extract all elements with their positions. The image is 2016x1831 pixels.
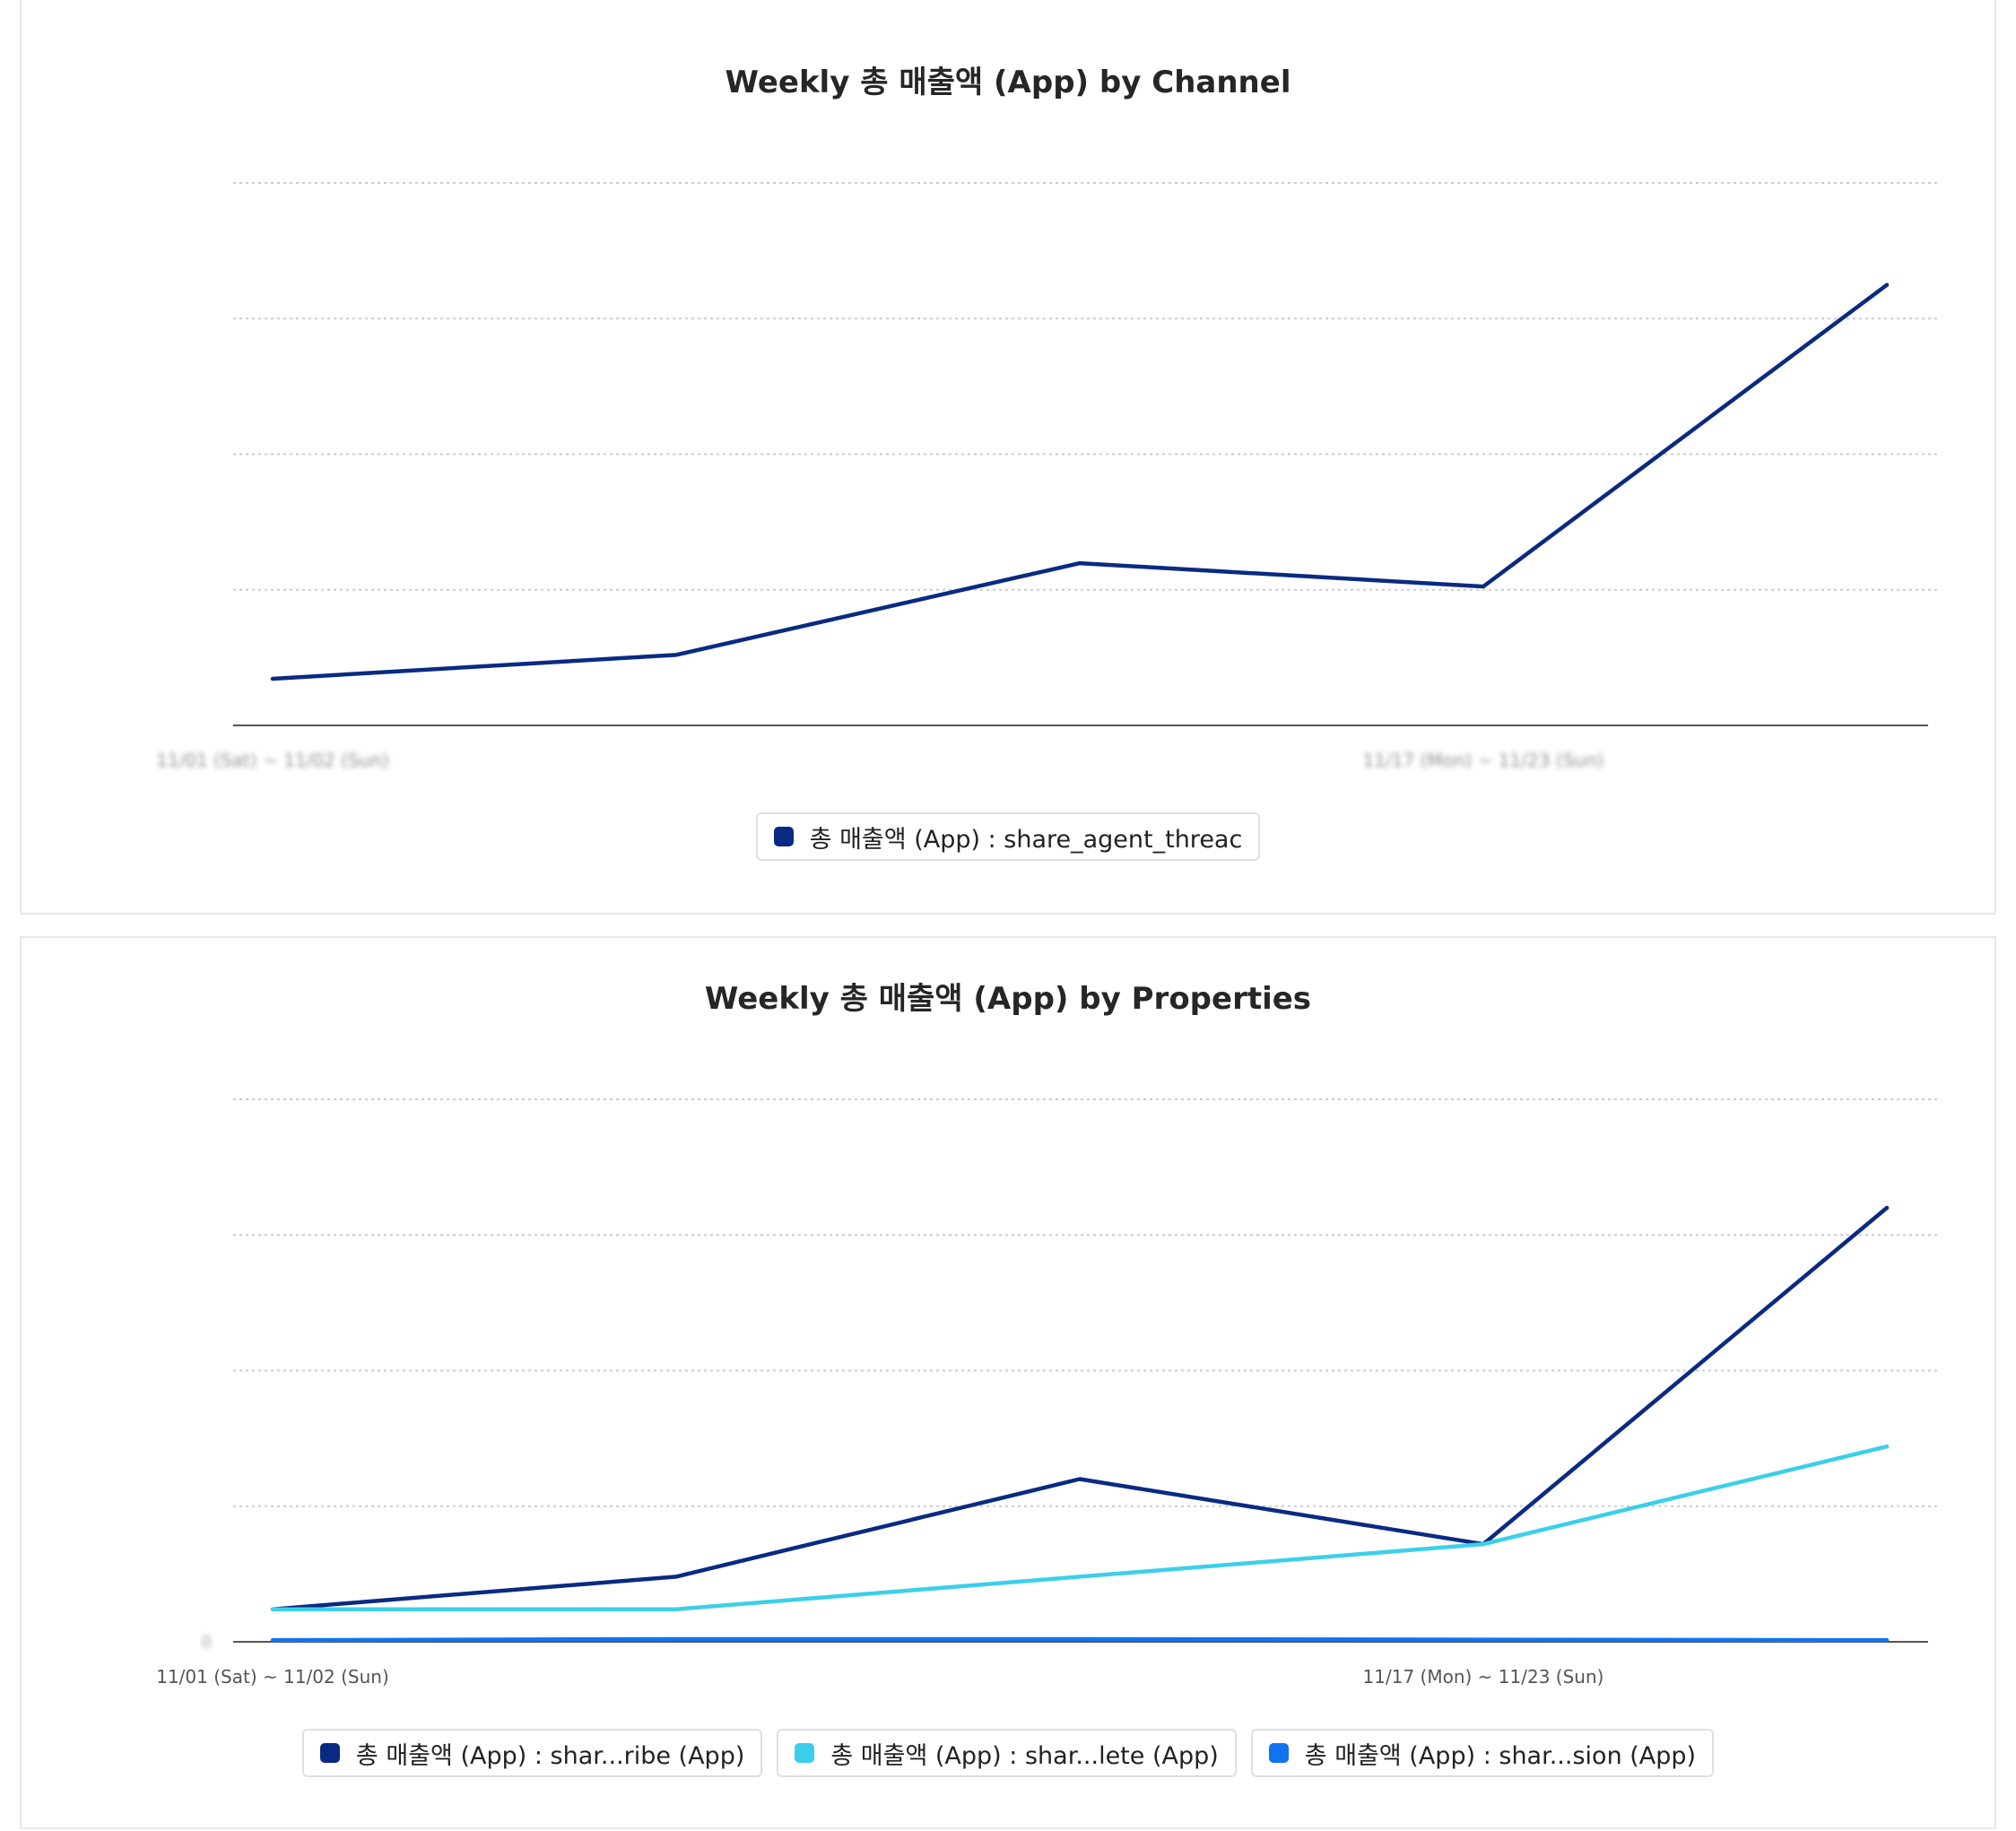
line-chart-channel: 11/01 (Sat) ~ 11/02 (Sun) 11/17 (Mon) ~ 1… [156, 182, 1937, 771]
legend-swatch [319, 1743, 340, 1763]
chart-legend: 총 매출액 (App) : shar...ribe (App) 총 매출액 (Ap… [22, 1729, 1994, 1777]
x-tick-label: 11/17 (Mon) ~ 11/23 (Sun) [1363, 1666, 1604, 1688]
chart-title: Weekly 총 매출액 (App) by Channel [725, 65, 1291, 100]
legend-label: 총 매출액 (App) : shar...lete (App) [830, 1741, 1219, 1770]
legend-swatch [773, 827, 794, 846]
legend-swatch [1268, 1743, 1289, 1763]
legend-label: 총 매출액 (App) : shar...sion (App) [1304, 1741, 1697, 1770]
legend-item[interactable]: 총 매출액 (App) : share_agent_threac [755, 812, 1261, 861]
legend-label: 총 매출액 (App) : shar...ribe (App) [355, 1741, 745, 1770]
legend-swatch [795, 1743, 815, 1763]
x-tick-label: 11/17 (Mon) ~ 11/23 (Sun) [1363, 750, 1604, 771]
series-line-1[interactable] [270, 282, 1890, 681]
series-line-3[interactable] [270, 1636, 1890, 1643]
y-tick-label: 0 [202, 1633, 212, 1652]
line-chart-properties: 0 11/01 (Sat) ~ 11/02 (Sun) 11/17 (Mon) ~ … [156, 1098, 1937, 1688]
legend-item[interactable]: 총 매출액 (App) : shar...sion (App) [1250, 1729, 1715, 1777]
series-line-1[interactable] [270, 1205, 1890, 1611]
legend-label: 총 매출액 (App) : share_agent_threac [809, 825, 1243, 854]
legend-item[interactable]: 총 매출액 (App) : shar...ribe (App) [301, 1729, 763, 1777]
chart-legend: 총 매출액 (App) : share_agent_threac [22, 812, 1994, 861]
chart-panel-properties: Weekly 총 매출액 (App) by Properties 0 11/01 … [20, 936, 1996, 1829]
series-line-2[interactable] [270, 1444, 1890, 1611]
x-tick-label: 11/01 (Sat) ~ 11/02 (Sun) [156, 1666, 389, 1688]
chart-title: Weekly 총 매출액 (App) by Properties [704, 981, 1312, 1017]
legend-item[interactable]: 총 매출액 (App) : shar...lete (App) [777, 1729, 1237, 1777]
x-tick-label: 11/01 (Sat) ~ 11/02 (Sun) [156, 750, 389, 771]
chart-panel-channel: Weekly 총 매출액 (App) by Channel 11/01 (Sat… [20, 0, 1996, 915]
